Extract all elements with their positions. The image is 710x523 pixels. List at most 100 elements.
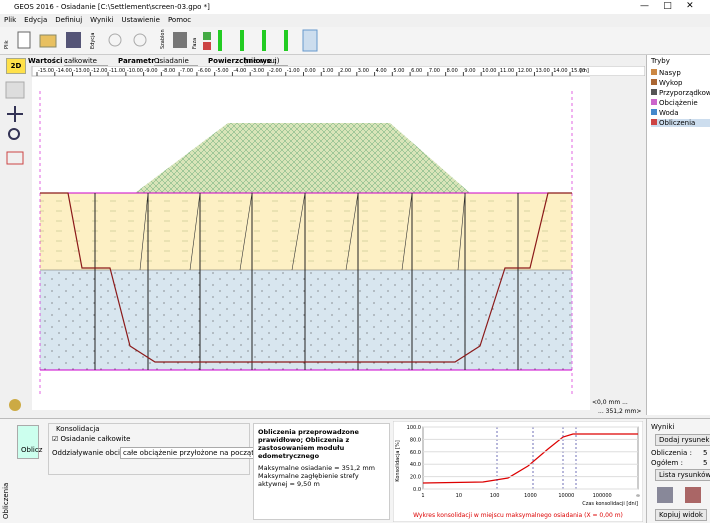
result-title: Obliczenia przeprowadzone prawidłowo; Ob… bbox=[258, 428, 359, 460]
toolbar-label: Faza bbox=[192, 37, 198, 49]
y-tick-label: 80.0 bbox=[410, 437, 421, 443]
left-tools bbox=[5, 81, 25, 411]
option-value[interactable]: całkowite bbox=[64, 57, 108, 66]
total-count: 5 bbox=[703, 459, 708, 467]
ruler-label: 6.00 bbox=[411, 68, 422, 74]
mode-icon bbox=[651, 69, 657, 75]
mode-item[interactable]: Woda bbox=[651, 109, 710, 117]
ruler-label: 9.00 bbox=[464, 68, 475, 74]
toolbar-label: Edycja bbox=[90, 32, 96, 50]
ruler-label: -10.00 bbox=[127, 68, 143, 74]
option-value[interactable]: (nie rysuj) bbox=[244, 57, 288, 66]
ruler-label: 5.00 bbox=[393, 68, 404, 74]
ruler-label: 14.00 bbox=[553, 68, 567, 74]
option-value[interactable]: Osiadanie bbox=[154, 57, 198, 66]
x-axis-label: Czas konsolidacji [dni] bbox=[582, 501, 638, 507]
toolbar-icons bbox=[17, 29, 318, 52]
mode-item[interactable]: Przyporządkow. bbox=[651, 89, 710, 97]
drawing: <0,0 mm ... ... 351,2 mm> -15.00 -14.00 -1… bbox=[31, 66, 645, 415]
ruler-label: 15.00 bbox=[571, 68, 585, 74]
mode-icon bbox=[651, 89, 657, 95]
menu-item[interactable]: Wyniki bbox=[90, 16, 114, 24]
bottom-panel: Obliczenia Oblicz Konsolidacja ☑ Osiadan… bbox=[0, 418, 710, 523]
load-label: Oddziaływanie obciążenia : bbox=[52, 449, 148, 457]
x-tick-label: 100000 bbox=[593, 493, 612, 499]
menu-item[interactable]: Plik bbox=[4, 16, 17, 24]
y-tick-label: 0.0 bbox=[413, 487, 421, 493]
ruler-label: -11.00 bbox=[109, 68, 125, 74]
mode-item[interactable]: Wykop bbox=[651, 79, 710, 87]
menu-item[interactable]: Pomoc bbox=[167, 16, 192, 24]
ruler-label: 4.00 bbox=[376, 68, 387, 74]
mode-label: Nasyp bbox=[659, 69, 681, 77]
copy-view[interactable]: Kopiuj widok bbox=[655, 509, 707, 521]
ruler-unit: [m] bbox=[580, 68, 589, 74]
window-title: GEOS 2016 - Osiadanie [C:\Settlement\scr… bbox=[14, 3, 210, 11]
ruler-label: 7.00 bbox=[429, 68, 440, 74]
ruler-label: 11.00 bbox=[500, 68, 514, 74]
ruler-label: -12.00 bbox=[91, 68, 107, 74]
ruler-label: 1.00 bbox=[322, 68, 333, 74]
results-panel: Wyniki Dodaj rysunek Obliczenia : 5 Ogół… bbox=[646, 419, 710, 523]
mode-2d[interactable]: 2D bbox=[6, 58, 26, 74]
option-label: Powierzchniowe : bbox=[208, 57, 277, 65]
ruler-label: 10.00 bbox=[482, 68, 496, 74]
calc-count: 5 bbox=[703, 449, 708, 457]
mode-icon bbox=[651, 119, 657, 125]
x-tick-label: 10000 bbox=[558, 493, 574, 499]
load-dropdown[interactable]: całe obciążenie przyłożone na początku f… bbox=[120, 447, 283, 459]
mode-label: Obciążenie bbox=[659, 99, 698, 107]
toolbar-label: Szablon bbox=[160, 29, 166, 49]
title-bar: GEOS 2016 - Osiadanie [C:\Settlement\scr… bbox=[0, 0, 710, 14]
mode-item[interactable]: Obciążenie bbox=[651, 99, 710, 107]
scale-max: ... 351,2 mm> bbox=[598, 408, 641, 415]
mode-label: Przyporządkow. bbox=[659, 89, 710, 97]
x-tick-label: 1 bbox=[421, 493, 424, 499]
bottom-tab[interactable]: Obliczenia bbox=[2, 482, 10, 519]
consolidation-chart: Konsolidacja [%] Czas konsolidacji [dni]… bbox=[393, 421, 643, 522]
ruler-label: 12.00 bbox=[518, 68, 532, 74]
drawing-list[interactable]: Lista rysunków bbox=[655, 469, 710, 481]
toolbar: Plik Edycja Szablon Faza bbox=[0, 27, 710, 55]
option-label: Parametr : bbox=[118, 57, 160, 65]
result-line: Maksymalne zagłębienie strefy aktywnej =… bbox=[258, 472, 359, 488]
calc-button[interactable]: Oblicz bbox=[17, 425, 42, 459]
mode-item[interactable]: Obliczenia bbox=[651, 119, 710, 127]
modes-title: Tryby bbox=[651, 57, 670, 65]
x-tick-label: 1000 bbox=[524, 493, 537, 499]
ruler-label: 0.00 bbox=[305, 68, 316, 74]
print-icon[interactable] bbox=[685, 487, 701, 503]
y-axis-label: Konsolidacja [%] bbox=[395, 440, 401, 481]
menu-item[interactable]: Definiuj bbox=[55, 16, 83, 24]
mode-item[interactable]: Nasyp bbox=[651, 69, 710, 77]
result-line: Maksymalne osiadanie = 351,2 mm bbox=[258, 464, 375, 472]
add-drawing[interactable]: Dodaj rysunek bbox=[655, 434, 710, 446]
ruler-label: -1.00 bbox=[287, 68, 300, 74]
results-title: Wyniki bbox=[651, 423, 675, 431]
ruler-label: -8.00 bbox=[162, 68, 175, 74]
ruler-label: -9.00 bbox=[145, 68, 158, 74]
mode-icon bbox=[651, 109, 657, 115]
menu-item[interactable]: Ustawienie bbox=[121, 16, 160, 24]
ruler-label: 2.00 bbox=[340, 68, 351, 74]
toolbar-label: Plik bbox=[4, 40, 10, 49]
mode-label: Woda bbox=[659, 109, 679, 117]
option-label: Wartości : bbox=[28, 57, 68, 65]
window-controls[interactable]: — □ ✕ bbox=[640, 1, 694, 11]
x-tick-label: 10 bbox=[456, 493, 462, 499]
ruler-label: -5.00 bbox=[216, 68, 229, 74]
checkbox-label: Osiadanie całkowite bbox=[60, 435, 131, 443]
mode-icon bbox=[651, 99, 657, 105]
print-icon[interactable] bbox=[657, 487, 673, 503]
menu-item[interactable]: Edycja bbox=[24, 16, 48, 24]
y-tick-label: 40.0 bbox=[410, 462, 421, 468]
group-title: Konsolidacja bbox=[56, 425, 100, 433]
chart-caption: Wykres konsolidacji w miejscu maksymalne… bbox=[413, 512, 623, 519]
ruler-label: 3.00 bbox=[358, 68, 369, 74]
ruler-label: -14.00 bbox=[56, 68, 72, 74]
checkbox[interactable]: ☑ Osiadanie całkowite bbox=[52, 435, 131, 443]
ruler-label: -13.00 bbox=[74, 68, 90, 74]
x-tick-label: 100 bbox=[490, 493, 500, 499]
mode-label: Wykop bbox=[659, 79, 683, 87]
